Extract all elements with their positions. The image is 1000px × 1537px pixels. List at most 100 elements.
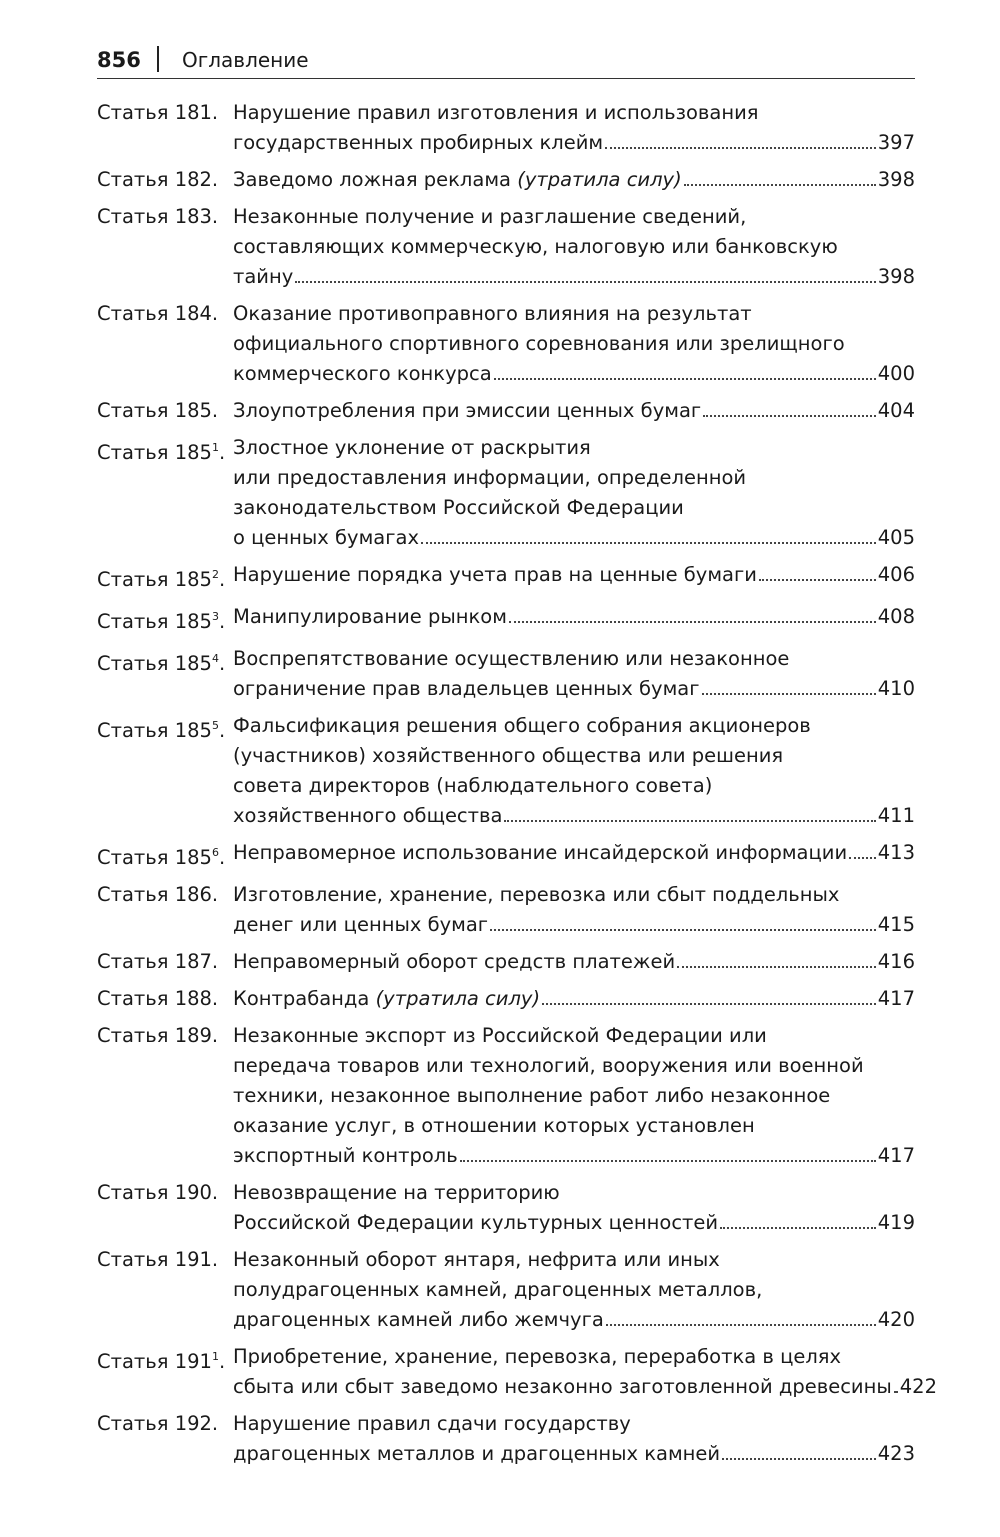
article-number: Статья 186.	[97, 883, 219, 906]
toc-entry[interactable]: Статья 1854. Воспрепятствование осуществл…	[97, 644, 915, 704]
title-line: Нарушение правил изготовления и использо…	[233, 101, 759, 124]
toc-entry[interactable]: Статья 185. Злоупотребления при эмиссии ц…	[97, 396, 915, 426]
article-label: Статья 1853.	[97, 610, 226, 633]
toc-entry[interactable]: Статья 187. Неправомерный оборот средств …	[97, 947, 915, 977]
header-title: Оглавление	[182, 48, 309, 72]
page-ref[interactable]: 422	[899, 1375, 937, 1398]
toc-entry[interactable]: Статья 183. Незаконные получение и разгла…	[97, 202, 915, 292]
title-line: Оказание противоправного влияния на резу…	[233, 302, 752, 325]
title-line: коммерческого конкурса	[233, 359, 492, 389]
title-italic-note: (утратила силу)	[375, 987, 541, 1010]
title-line: Изготовление, хранение, перевозка или сб…	[233, 883, 840, 906]
toc-entry[interactable]: Статья 192. Нарушение правил сдачи госуда…	[97, 1409, 915, 1469]
toc-entry[interactable]: Статья 190. Невозвращение на территорию Ро…	[97, 1178, 915, 1238]
page-ref[interactable]: 397	[877, 131, 915, 154]
title-line: совета директоров (наблюдательного совет…	[233, 774, 713, 797]
toc-entry[interactable]: Статья 1851. Злостное уклонение от раскры…	[97, 433, 915, 553]
article-number: Статья 181.	[97, 101, 219, 124]
article-label: Статья 186.	[97, 880, 233, 940]
dot-leader	[683, 184, 876, 186]
title-text: Российской Федерации культурных ценносте…	[233, 1211, 719, 1234]
article-title: Нарушение правил сдачи государству драгоц…	[233, 1409, 915, 1469]
article-title: Незаконный оборот янтаря, нефрита или ин…	[233, 1245, 915, 1335]
article-title: Заведомо ложная реклама (утратила силу) 3…	[233, 165, 915, 195]
article-label: Статья 1852.	[97, 568, 226, 591]
page-ref[interactable]: 410	[877, 677, 915, 700]
title-last-line: о ценных бумагах 405	[233, 523, 915, 553]
article-superscript: 6	[211, 846, 219, 859]
page-ref[interactable]: 398	[877, 168, 915, 191]
toc-entry[interactable]: Статья 181. Нарушение правил изготовления…	[97, 98, 915, 158]
article-label: Статья 1851.	[97, 441, 226, 464]
toc-entry[interactable]: Статья 1856. Неправомерное использование …	[97, 838, 915, 873]
title-last-line: Неправомерный оборот средств платежей 416	[233, 947, 915, 977]
page-ref[interactable]: 406	[877, 563, 915, 586]
title-text: драгоценных камней либо жемчуга	[233, 1308, 604, 1331]
page-ref[interactable]: 417	[877, 1144, 915, 1167]
page-ref[interactable]: 398	[877, 265, 915, 288]
title-text: Неправомерное использование инсайдерской…	[233, 841, 848, 864]
title-line: Заведомо ложная реклама (утратила силу)	[233, 165, 682, 195]
page-ref[interactable]: 420	[877, 1308, 915, 1331]
page-ref[interactable]: 417	[877, 987, 915, 1010]
title-italic-note: (утратила силу)	[517, 168, 682, 191]
title-line: передача товаров или технологий, вооруже…	[233, 1054, 864, 1077]
title-line: оказание услуг, в отношении которых уста…	[233, 1114, 755, 1137]
page-ref[interactable]: 405	[877, 526, 915, 549]
article-label: Статья 189.	[97, 1021, 233, 1171]
title-line: техники, незаконное выполнение работ либ…	[233, 1084, 831, 1107]
toc-entry[interactable]: Статья 1855. Фальсификация решения общего…	[97, 711, 915, 831]
title-line: Российской Федерации культурных ценносте…	[233, 1208, 718, 1238]
title-text: Заведомо ложная реклама	[233, 168, 518, 191]
page-number: 856	[97, 48, 141, 72]
article-title: Манипулирование рынком 408	[233, 602, 915, 637]
page-ref[interactable]: 419	[877, 1211, 915, 1234]
article-title: Нарушение порядка учета прав на ценные б…	[233, 560, 915, 595]
toc-entry[interactable]: Статья 191. Незаконный оборот янтаря, неф…	[97, 1245, 915, 1335]
title-line: Незаконный оборот янтаря, нефрита или ин…	[233, 1248, 720, 1271]
dot-leader	[677, 966, 876, 968]
dot-leader	[720, 1227, 876, 1229]
page-ref[interactable]: 423	[877, 1442, 915, 1465]
title-line: Воспрепятствование осуществлению или нез…	[233, 647, 790, 670]
page-ref[interactable]: 411	[877, 804, 915, 827]
article-number: Статья 185.	[97, 399, 219, 422]
article-label: Статья 181.	[97, 98, 233, 158]
article-label: Статья 1854.	[97, 652, 226, 675]
title-line: о ценных бумагах	[233, 523, 419, 553]
header-divider	[157, 46, 159, 72]
toc-entry[interactable]: Статья 186. Изготовление, хранение, перев…	[97, 880, 915, 940]
toc-entry[interactable]: Статья 188. Контрабанда (утратила силу) 41…	[97, 984, 915, 1014]
toc-entry[interactable]: Статья 1911. Приобретение, хранение, пере…	[97, 1342, 937, 1402]
article-superscript: 2	[211, 568, 219, 581]
page-ref[interactable]: 416	[877, 950, 915, 973]
article-title: Воспрепятствование осуществлению или нез…	[233, 644, 915, 704]
article-number: Статья 185	[97, 846, 212, 869]
page-ref[interactable]: 413	[877, 841, 915, 864]
title-text: Неправомерный оборот средств платежей	[233, 950, 676, 973]
article-number: Статья 185	[97, 568, 212, 591]
page-ref[interactable]: 404	[877, 399, 915, 422]
title-last-line: ограничение прав владельцев ценных бумаг…	[233, 674, 915, 704]
page-ref[interactable]: 400	[877, 362, 915, 385]
toc-entry[interactable]: Статья 189. Незаконные экспорт из Российс…	[97, 1021, 915, 1171]
title-line: Нарушение порядка учета прав на ценные б…	[233, 560, 757, 590]
title-line: драгоценных металлов и драгоценных камне…	[233, 1439, 720, 1469]
page-ref[interactable]: 415	[877, 913, 915, 936]
title-text: сбыта или сбыт заведомо незаконно загото…	[233, 1375, 892, 1398]
page-ref[interactable]: 408	[877, 605, 915, 628]
toc-entry[interactable]: Статья 1852. Нарушение порядка учета прав…	[97, 560, 915, 595]
toc-entry[interactable]: Статья 182. Заведомо ложная реклама (утра…	[97, 165, 915, 195]
dot-leader	[849, 857, 876, 859]
title-text: Злоупотребления при эмиссии ценных бумаг	[233, 399, 702, 422]
title-line: официального спортивного соревнования ил…	[233, 332, 845, 355]
article-superscript: 1	[211, 441, 219, 454]
toc-entry[interactable]: Статья 1853. Манипулирование рынком 408	[97, 602, 915, 637]
title-text: хозяйственного общества	[233, 804, 503, 827]
toc-entry[interactable]: Статья 184. Оказание противоправного влия…	[97, 299, 915, 389]
title-last-line: Заведомо ложная реклама (утратила силу) 3…	[233, 165, 915, 195]
title-line: (участников) хозяйственного общества или…	[233, 744, 784, 767]
article-superscript: 4	[211, 652, 219, 665]
article-label: Статья 185.	[97, 396, 233, 426]
title-line: Контрабанда (утратила силу)	[233, 984, 540, 1014]
